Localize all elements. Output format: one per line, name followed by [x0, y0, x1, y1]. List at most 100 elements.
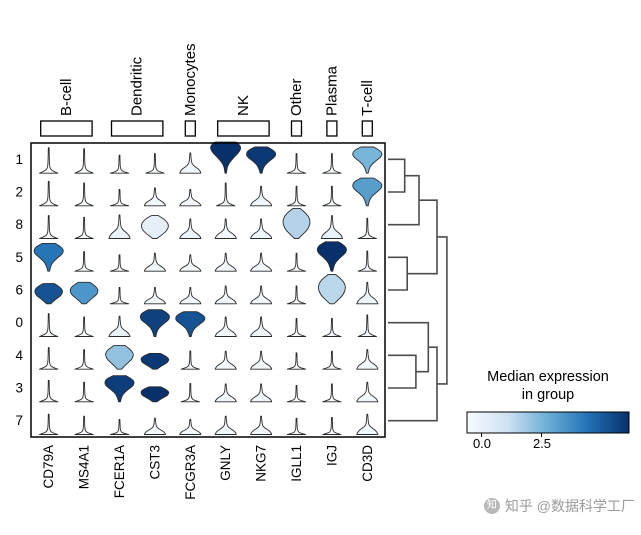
violin-CD79A-cluster-2 [39, 180, 59, 207]
violin-FCGR3A-cluster-4 [180, 350, 200, 370]
violin-GNLY-cluster-2 [216, 182, 236, 207]
violin-GNLY-cluster-4 [214, 350, 237, 370]
cluster-label-8: 8 [15, 217, 23, 232]
gene-label-GNLY: GNLY [218, 445, 233, 481]
violin-IGJ-cluster-1 [322, 153, 342, 174]
violin-FCER1A-cluster-4 [105, 345, 134, 370]
dendrogram-link-1 [388, 174, 420, 226]
violin-IGLL1-cluster-4 [286, 352, 307, 370]
violin-IGJ-cluster-2 [322, 185, 342, 207]
violin-NKG7-cluster-3 [250, 383, 273, 403]
violin-MS4A1-cluster-2 [74, 182, 94, 207]
cell-type-brackets: B-cell Dendritic Monocytes NK Other Plasma T-c… [40, 43, 376, 137]
violin-CD79A-cluster-1 [39, 147, 59, 174]
violin-CD3D-cluster-8 [357, 217, 377, 239]
violin-FCGR3A-cluster-1 [179, 152, 202, 174]
violin-IGJ-cluster-4 [322, 350, 342, 370]
violin-FCGR3A-cluster-2 [179, 189, 202, 207]
violin-IGJ-cluster-0 [322, 318, 342, 337]
violin-CST3-cluster-6 [143, 287, 166, 305]
violin-CST3-cluster-0 [139, 309, 170, 337]
watermark: 知 知乎 @数据科学工厂 [430, 496, 635, 516]
violin-MS4A1-cluster-8 [74, 216, 94, 239]
cluster-label-2: 2 [15, 185, 23, 200]
violin-CD3D-cluster-7 [356, 413, 379, 435]
dendrogram-link-2 [388, 256, 408, 291]
dendrogram-link-6 [388, 346, 438, 422]
violin-MS4A1-cluster-7 [74, 415, 94, 435]
violin-NKG7-cluster-6 [250, 285, 273, 305]
violin-NKG7-cluster-2 [250, 185, 273, 207]
dendrogram-link-0 [388, 158, 406, 193]
violin-grid [33, 141, 383, 435]
watermark-text: 知乎 @数据科学工厂 [504, 498, 635, 514]
bracket-B-cell [40, 120, 93, 137]
cluster-label-3: 3 [15, 381, 23, 396]
violin-CD79A-cluster-5 [33, 242, 64, 272]
violin-IGLL1-cluster-8 [282, 207, 311, 239]
violin-NKG7-cluster-4 [250, 350, 273, 370]
dendrogram-link-5 [388, 321, 430, 373]
violin-CST3-cluster-4 [140, 353, 170, 370]
colorbar-tick-0: 0.0 [472, 436, 492, 451]
plot-frame [30, 142, 386, 438]
violin-IGJ-cluster-6 [318, 273, 346, 305]
colorbar [466, 411, 630, 434]
bracket-T-cell [361, 120, 373, 137]
violin-FCGR3A-cluster-3 [180, 383, 200, 403]
violin-FCER1A-cluster-8 [108, 214, 131, 239]
gene-label-IGLL1: IGLL1 [289, 445, 304, 482]
bracket-NK [217, 120, 270, 137]
violin-FCER1A-cluster-6 [109, 287, 130, 305]
violin-FCGR3A-cluster-6 [179, 287, 202, 305]
bracket-Other [290, 120, 303, 137]
bracket-Dendritic [110, 120, 164, 137]
gene-label-MS4A1: MS4A1 [77, 445, 92, 489]
violin-GNLY-cluster-3 [214, 383, 237, 403]
violin-FCGR3A-cluster-5 [179, 254, 202, 272]
gene-label-IGJ: IGJ [324, 445, 339, 466]
violin-IGLL1-cluster-7 [286, 417, 307, 435]
violin-CST3-cluster-2 [143, 187, 166, 207]
cell-type-label-T-cell: T-cell [359, 80, 376, 116]
colorbar-title-line1: Median expression [487, 369, 609, 385]
violin-CD79A-cluster-6 [34, 283, 63, 305]
gene-label-CD79A: CD79A [41, 445, 56, 489]
violin-CD3D-cluster-1 [352, 146, 383, 174]
violin-CD79A-cluster-8 [39, 215, 59, 239]
colorbar-title: Median expression in group [460, 368, 636, 404]
cluster-label-6: 6 [15, 283, 23, 298]
violin-IGJ-cluster-8 [320, 215, 343, 239]
violin-IGLL1-cluster-3 [286, 385, 307, 403]
violin-GNLY-cluster-8 [214, 218, 237, 239]
violin-MS4A1-cluster-5 [74, 251, 94, 272]
violin-FCGR3A-cluster-7 [179, 419, 202, 435]
violin-CST3-cluster-1 [145, 153, 165, 174]
cell-type-label-Monocytes: Monocytes [182, 43, 199, 116]
cell-type-label-Dendritic: Dendritic [129, 56, 146, 116]
violin-GNLY-cluster-0 [214, 316, 237, 337]
violin-CD79A-cluster-4 [39, 347, 59, 370]
violin-IGJ-cluster-5 [316, 241, 347, 272]
cell-type-label-Plasma: Plasma [323, 65, 340, 116]
violin-NKG7-cluster-1 [246, 146, 277, 174]
violin-CD3D-cluster-2 [352, 177, 383, 207]
violin-NKG7-cluster-0 [250, 316, 273, 337]
cell-type-label-Other: Other [288, 78, 305, 116]
violin-MS4A1-cluster-3 [74, 381, 94, 403]
violin-MS4A1-cluster-6 [69, 281, 99, 305]
violin-NKG7-cluster-8 [250, 218, 273, 239]
violin-IGLL1-cluster-6 [286, 285, 307, 305]
dendrogram-link-4 [388, 354, 417, 389]
dendrogram-link-7 [437, 236, 448, 385]
violin-MS4A1-cluster-4 [74, 349, 94, 370]
violin-GNLY-cluster-6 [214, 285, 237, 305]
bracket-Monocytes [184, 120, 196, 137]
violin-NKG7-cluster-5 [250, 252, 273, 272]
violin-IGLL1-cluster-1 [286, 153, 307, 174]
violin-CST3-cluster-5 [143, 252, 166, 272]
dendrogram [388, 158, 448, 422]
violin-MS4A1-cluster-1 [74, 148, 94, 174]
violin-FCER1A-cluster-7 [109, 419, 130, 435]
